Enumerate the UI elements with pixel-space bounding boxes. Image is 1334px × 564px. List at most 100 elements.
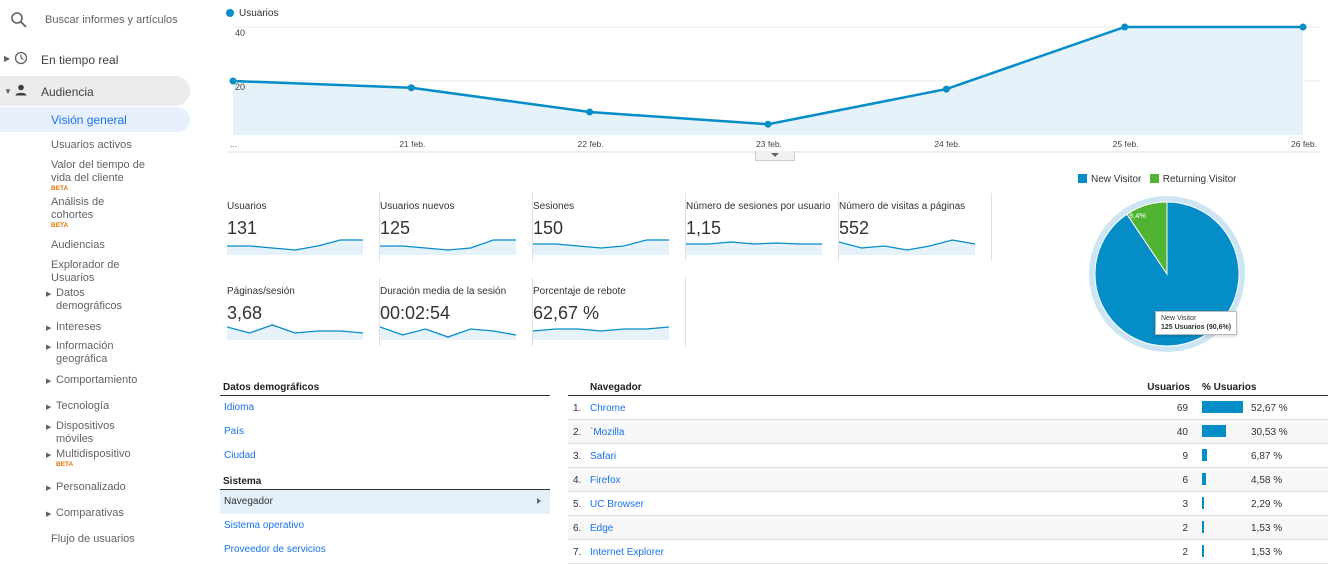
- pct-value: 6,87 %: [1251, 451, 1283, 462]
- metric-value: 1,15: [686, 218, 722, 238]
- search-box[interactable]: Buscar informes y artículos: [0, 0, 197, 40]
- link-country[interactable]: País: [224, 426, 245, 437]
- data-point[interactable]: [1121, 23, 1129, 31]
- sparkline-line: [380, 326, 517, 338]
- legend-swatch-returning: [1149, 174, 1159, 183]
- metric-label: Usuarios nuevos: [380, 201, 455, 212]
- users-value: 2: [1182, 523, 1188, 534]
- sidebar-item-label: Dispositivos móviles: [56, 420, 115, 445]
- line-chart-legend: Usuarios: [226, 8, 278, 19]
- metric-card[interactable]: Número de visitas a páginas 552: [839, 193, 992, 261]
- col-users: Usuarios: [1147, 382, 1190, 393]
- sidebar-item-active-users[interactable]: Usuarios activos: [51, 139, 181, 152]
- row-number: 5.: [573, 499, 582, 510]
- pct-bar: [1202, 401, 1243, 413]
- chevron-right-icon: [537, 498, 541, 504]
- metric-label: Número de visitas a páginas: [839, 201, 966, 212]
- pie-slice-returning[interactable]: [1126, 201, 1168, 276]
- sidebar-item-user-explorer[interactable]: Explorador de Usuarios: [51, 259, 141, 285]
- pct-value: 30,53 %: [1251, 427, 1288, 438]
- sidebar-item-technology[interactable]: ▶ Tecnología: [46, 400, 176, 413]
- beta-badge: BETA: [51, 185, 69, 192]
- metric-value: 131: [227, 218, 258, 238]
- sparkline-fill: [227, 240, 363, 255]
- beta-badge: BETA: [51, 222, 69, 229]
- browser-link[interactable]: Safari: [590, 451, 617, 462]
- sidebar-item-label: Valor del tiempo de vida del cliente: [51, 159, 145, 184]
- sparkline-line: [839, 239, 976, 251]
- sparkline-fill: [533, 327, 669, 340]
- sidebar-item-audiences[interactable]: Audiencias: [51, 239, 181, 252]
- sidebar-item-mobile[interactable]: ▶ Dispositivos móviles: [46, 420, 131, 446]
- sparkline-line: [533, 326, 670, 332]
- divider: [220, 489, 550, 490]
- metric-card[interactable]: Usuarios nuevos 125: [380, 193, 533, 261]
- sidebar-item-realtime[interactable]: ▶ En tiempo real: [0, 44, 190, 74]
- users-line-chart: 40 20... 21 feb. 22 feb. 23 feb. 24 feb. 25 fe…: [228, 23, 1320, 153]
- sidebar-item-benchmarking[interactable]: ▶ Comparativas: [46, 507, 176, 520]
- users-value: 9: [1182, 451, 1188, 462]
- x-tick-label: ...: [230, 139, 237, 149]
- browser-link[interactable]: Edge: [590, 523, 614, 534]
- users-value: 3: [1182, 499, 1188, 510]
- metric-value: 00:02:54: [380, 303, 451, 323]
- browser-link[interactable]: Chrome: [590, 403, 626, 414]
- expand-arrow-icon: ▶: [4, 54, 11, 63]
- sidebar-item-cohort[interactable]: Análisis de cohortes BETA: [51, 196, 131, 229]
- link-language[interactable]: Idioma: [224, 402, 255, 413]
- link-os[interactable]: Sistema operativo: [224, 520, 305, 531]
- metric-card[interactable]: Duración media de la sesión 00:02:54: [380, 278, 533, 346]
- link-city[interactable]: Ciudad: [224, 450, 256, 461]
- sidebar-item-overview[interactable]: Visión general: [0, 107, 190, 132]
- pct-value: 1,53 %: [1251, 523, 1283, 534]
- table-row: 7. Internet Explorer 2 1,53 %: [568, 540, 1328, 564]
- sparkline-line: [380, 239, 516, 251]
- sparkline-fill: [686, 242, 822, 255]
- metric-label: Porcentaje de rebote: [533, 286, 626, 297]
- sidebar-item-lifetime-value[interactable]: Valor del tiempo de vida del cliente BETA: [51, 159, 156, 192]
- y-tick-label: 20: [235, 82, 245, 92]
- table-row: 1. Chrome 69 52,67 %: [568, 396, 1328, 420]
- sidebar-item-demographics[interactable]: ▶ Datos demográficos: [46, 287, 146, 313]
- sparkline-line: [227, 324, 364, 334]
- chart-collapse-button[interactable]: [755, 151, 795, 161]
- sidebar-item-audience[interactable]: ▼ Audiencia: [0, 76, 190, 106]
- sidebar-item-geo[interactable]: ▶ Información geográfica: [46, 340, 131, 366]
- browser-link[interactable]: `Mozilla: [590, 427, 625, 438]
- users-value: 2: [1182, 547, 1188, 558]
- sidebar-item-custom[interactable]: ▶ Personalizado: [46, 481, 176, 494]
- metric-label: Usuarios: [227, 201, 267, 212]
- sidebar: Buscar informes y artículos ▶ En tiempo …: [0, 0, 197, 563]
- row-number: 6.: [573, 523, 582, 534]
- data-point[interactable]: [407, 84, 415, 92]
- link-browser-selected[interactable]: Navegador: [220, 490, 550, 514]
- table-row: 6. Edge 2 1,53 %: [568, 516, 1328, 540]
- metric-card[interactable]: Sesiones 150: [533, 193, 686, 261]
- metric-card[interactable]: Páginas/sesión 3,68: [227, 278, 380, 346]
- search-placeholder[interactable]: Buscar informes y artículos: [45, 14, 178, 26]
- metric-card[interactable]: Usuarios 131: [227, 193, 380, 261]
- col-pct-users: % Usuarios: [1202, 382, 1257, 393]
- legend-swatch-new: [1078, 174, 1087, 183]
- data-point[interactable]: [942, 85, 950, 93]
- sidebar-item-interests[interactable]: ▶ Intereses: [46, 321, 176, 334]
- x-tick-label: 24 feb.: [934, 139, 960, 149]
- sidebar-item-behavior[interactable]: ▶ Comportamiento: [46, 374, 176, 387]
- data-point[interactable]: [1299, 23, 1307, 31]
- browser-link[interactable]: Internet Explorer: [590, 547, 664, 558]
- search-icon[interactable]: [10, 11, 28, 29]
- data-point[interactable]: [586, 108, 594, 116]
- link-isp[interactable]: Proveedor de servicios: [224, 544, 326, 555]
- metric-card[interactable]: Porcentaje de rebote 62,67 %: [533, 278, 686, 346]
- browser-link[interactable]: UC Browser: [590, 499, 644, 510]
- metric-card[interactable]: Número de sesiones por usuario 1,15: [686, 193, 839, 261]
- data-point[interactable]: [229, 77, 237, 85]
- x-tick-label: 25 feb.: [1113, 139, 1139, 149]
- sidebar-item-label: Información geográfica: [56, 340, 114, 365]
- legend-label-new: New Visitor: [1091, 174, 1142, 185]
- browser-link[interactable]: Firefox: [590, 475, 621, 486]
- sidebar-item-cross-device[interactable]: ▶ Multidispositivo BETA: [46, 448, 176, 468]
- sidebar-item-users-flow[interactable]: Flujo de usuarios: [51, 533, 181, 546]
- sidebar-item-label: Comparativas: [56, 507, 124, 519]
- data-point[interactable]: [764, 120, 772, 128]
